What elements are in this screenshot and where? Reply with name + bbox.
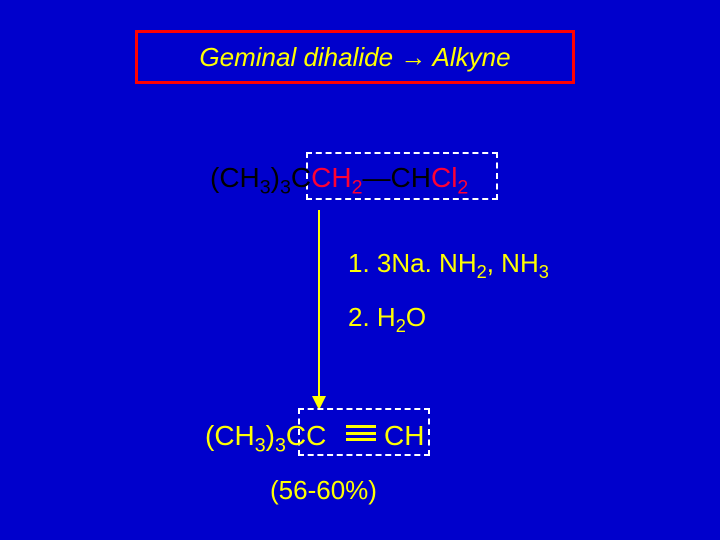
reactant-formula: (CH3)3CCH2—CHCl2 (210, 162, 468, 200)
reaction-arrow-line (318, 210, 320, 398)
yield-text: (56-60%) (270, 475, 377, 506)
title-text: Geminal dihalide → Alkyne (199, 42, 510, 73)
product-formula-left: (CH3)3CC (205, 420, 326, 458)
reagent-step-2: 2. H2O (348, 302, 426, 337)
triple-bond-icon (346, 425, 376, 441)
title-box: Geminal dihalide → Alkyne (135, 30, 575, 84)
product-formula-right: CH (384, 420, 424, 452)
reagent-step-1: 1. 3Na. NH2, NH3 (348, 248, 549, 283)
